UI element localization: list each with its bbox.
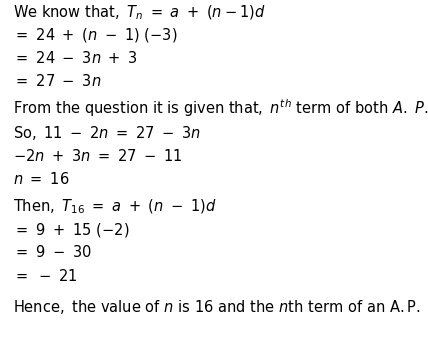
Text: $\mathrm{Hence,\ the\ value\ of\ }n\mathrm{\ is\ 16\ and\ the\ }n\mathrm{th\ ter: $\mathrm{Hence,\ the\ value\ of\ }n\math…: [13, 298, 428, 316]
Text: $\mathrm{=\ 24\ -\ 3}n\mathrm{\ +\ 3}$: $\mathrm{=\ 24\ -\ 3}n\mathrm{\ +\ 3}$: [13, 50, 138, 66]
Text: $\mathrm{So,\ 11\ -\ 2}n\ \mathrm{=\ 27\ -\ 3}n$: $\mathrm{So,\ 11\ -\ 2}n\ \mathrm{=\ 27\…: [13, 124, 201, 142]
Text: $\mathrm{=\ 27\ -\ 3}n$: $\mathrm{=\ 27\ -\ 3}n$: [13, 74, 101, 90]
Text: $\mathrm{From\ the\ question\ it\ is\ given\ that,\ }n^{th}\mathrm{\ term\ of\ b: $\mathrm{From\ the\ question\ it\ is\ gi…: [13, 97, 428, 119]
Text: $\mathrm{-2}n\mathrm{\ +\ 3}n\mathrm{\ =\ 27\ -\ 11}$: $\mathrm{-2}n\mathrm{\ +\ 3}n\mathrm{\ =…: [13, 148, 182, 164]
Text: $\mathrm{=\ 9\ -\ 30}$: $\mathrm{=\ 9\ -\ 30}$: [13, 245, 92, 261]
Text: $\mathrm{Then,\ }T_{16}\mathrm{\ =\ }a\mathrm{\ +\ (}n\mathrm{\ -\ 1)}d$: $\mathrm{Then,\ }T_{16}\mathrm{\ =\ }a\m…: [13, 197, 217, 216]
Text: $n\mathrm{\ =\ 16}$: $n\mathrm{\ =\ 16}$: [13, 171, 69, 187]
Text: $\mathrm{We\ know\ that,\ }T_n\ =\ a\ +\ (n-1)d$: $\mathrm{We\ know\ that,\ }T_n\ =\ a\ +\…: [13, 4, 265, 22]
Text: $\mathrm{=\ -\ 21}$: $\mathrm{=\ -\ 21}$: [13, 268, 77, 284]
Text: $\mathrm{=\ 24\ +\ (}n\mathrm{\ -\ 1)\ (-3)}$: $\mathrm{=\ 24\ +\ (}n\mathrm{\ -\ 1)\ (…: [13, 26, 178, 44]
Text: $\mathrm{=\ 9\ +\ 15\ (-2)}$: $\mathrm{=\ 9\ +\ 15\ (-2)}$: [13, 221, 129, 239]
